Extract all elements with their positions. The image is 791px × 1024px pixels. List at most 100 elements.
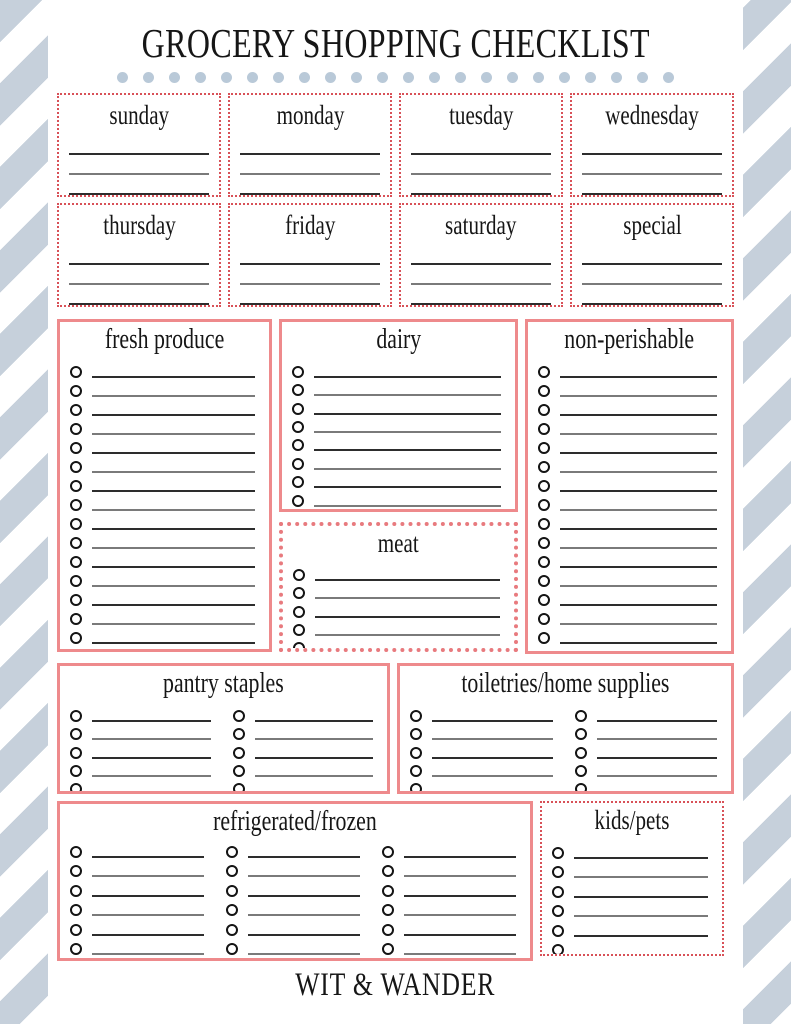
blank-line <box>92 775 211 777</box>
day-box-title-text: sunday <box>109 100 169 131</box>
blank-line <box>560 642 717 645</box>
checklist-item <box>70 473 263 493</box>
checkbox-circle <box>538 594 550 607</box>
checkbox-circle <box>538 499 550 512</box>
items-area <box>66 838 524 956</box>
checklist-item <box>538 625 725 645</box>
blank-line <box>596 738 717 741</box>
decorative-dot <box>455 71 466 83</box>
blank-line <box>582 135 722 156</box>
decorative-dot <box>299 71 310 83</box>
checkbox-circle <box>70 556 82 569</box>
checkbox-circle <box>382 884 394 897</box>
blank-line <box>314 486 501 489</box>
checklist-item <box>70 759 219 777</box>
checklist-item <box>226 916 368 936</box>
checklist-item <box>552 859 716 879</box>
checklist-item <box>538 606 725 626</box>
blank-line <box>92 528 255 531</box>
blank-line <box>69 175 209 196</box>
items-column <box>70 359 263 645</box>
blank-line <box>560 376 717 379</box>
checklist-item <box>538 454 725 474</box>
blank-line <box>582 155 722 176</box>
checklist-item <box>538 435 725 455</box>
checkbox-circle <box>538 632 550 645</box>
blank-line <box>560 471 717 474</box>
checklist-item <box>70 916 212 936</box>
items-area <box>548 839 716 955</box>
blank-line <box>560 395 717 398</box>
checklist-item <box>538 530 725 550</box>
checklist-item <box>410 703 561 722</box>
checkbox-circle <box>70 613 82 626</box>
blank-line <box>92 471 255 474</box>
items-area <box>66 703 381 794</box>
checkbox-circle <box>292 457 304 470</box>
day-box-title-text: saturday <box>445 210 517 241</box>
checkbox-circle <box>292 476 304 489</box>
checklist-item <box>70 454 263 474</box>
checkbox-circle <box>293 605 305 618</box>
blank-line <box>69 135 209 156</box>
checkbox-circle <box>70 923 82 936</box>
day-box-title-text: friday <box>284 210 336 241</box>
blank-line <box>314 412 501 415</box>
checkbox-circle <box>70 404 82 417</box>
decorative-dot <box>429 71 440 83</box>
day-box-title: tuesday <box>411 99 551 130</box>
checkbox-circle <box>538 537 550 550</box>
blank-line <box>314 449 501 452</box>
checkbox-circle <box>293 642 305 649</box>
day-box-thursday: thursday <box>57 203 221 308</box>
blank-line <box>432 719 553 722</box>
blank-line <box>92 547 255 550</box>
checkbox-circle <box>552 846 564 859</box>
day-box-title-text: wednesday <box>605 100 699 131</box>
checkbox-circle <box>70 783 82 792</box>
blank-line <box>560 509 717 512</box>
checklist-item <box>226 936 368 956</box>
checkbox-circle <box>70 442 82 455</box>
section-title: dairy <box>376 324 421 356</box>
blank-line <box>240 285 380 306</box>
checklist-item <box>70 625 263 645</box>
printable-page: GROCERY SHOPPING CHECKLIST sunday monday t… <box>48 0 743 1024</box>
checklist-item <box>538 397 725 417</box>
checklist-item <box>70 777 219 794</box>
checkbox-circle <box>70 845 82 858</box>
checklist-item <box>382 916 524 936</box>
blank-line <box>560 547 717 550</box>
section-refrigerated-frozen: refrigerated/frozen <box>57 801 533 962</box>
blank-line <box>92 793 211 794</box>
checkbox-circle <box>70 575 82 588</box>
checklist-item <box>70 416 263 436</box>
blank-line <box>432 793 553 794</box>
blank-line <box>255 793 374 794</box>
page-title-text: GROCERY SHOPPING CHECKLIST <box>141 20 650 66</box>
blank-line <box>404 953 516 956</box>
checkbox-circle <box>538 404 550 417</box>
checkbox-circle <box>538 385 550 398</box>
checklist-item <box>552 937 716 955</box>
blank-line <box>574 856 708 859</box>
section-title: kids/pets <box>594 805 670 836</box>
blank-line <box>92 623 255 626</box>
day-box-title: saturday <box>411 209 551 241</box>
checklist-item <box>226 897 368 917</box>
checkbox-circle <box>232 746 245 759</box>
checkbox-circle <box>293 623 305 636</box>
checkbox-circle <box>232 728 245 741</box>
checkbox-circle <box>410 783 422 792</box>
blank-line <box>254 738 373 741</box>
blank-line <box>597 793 718 794</box>
blank-line <box>69 285 209 306</box>
day-box-wednesday: wednesday <box>570 93 734 198</box>
blank-line <box>314 375 501 378</box>
blank-line <box>92 894 204 897</box>
checkbox-circle <box>382 865 394 878</box>
checklist-item <box>70 511 263 531</box>
checklist-item <box>70 568 263 588</box>
blank-line <box>240 265 380 286</box>
blank-line <box>92 953 204 956</box>
